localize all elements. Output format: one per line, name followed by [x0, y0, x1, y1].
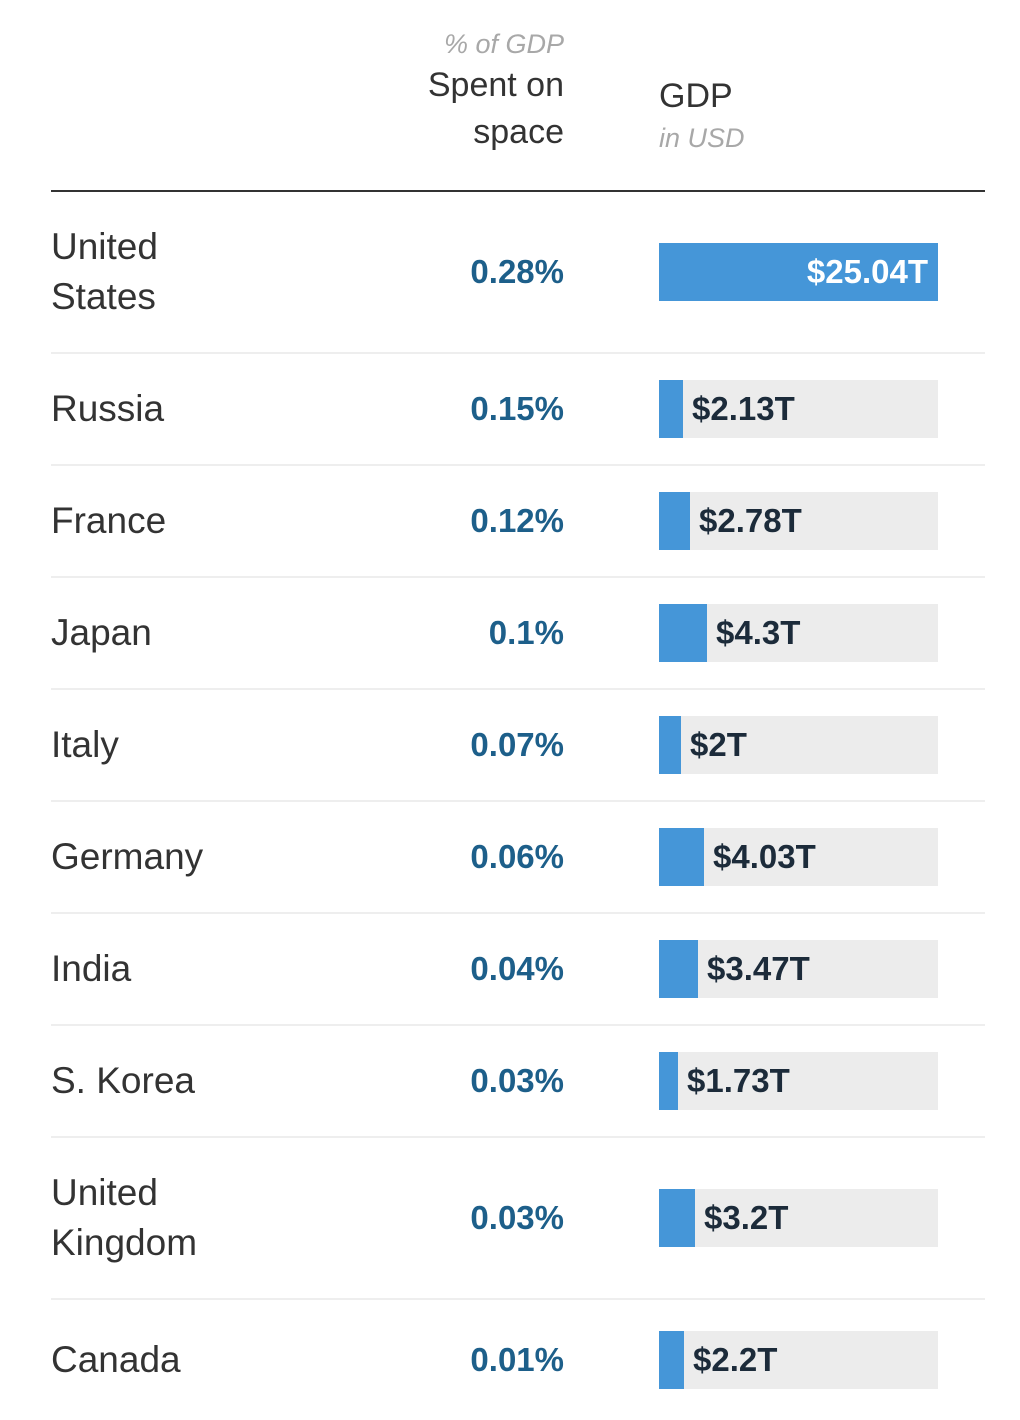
percent-value: 0.03% [470, 1062, 564, 1099]
country-name-line: United [51, 1172, 158, 1213]
country-name-line: Germany [51, 836, 204, 877]
gdp-bar [659, 492, 690, 550]
country-name-line: States [51, 276, 156, 317]
percent-value: 0.07% [470, 726, 564, 763]
gdp-value-label: $3.47T [707, 950, 810, 987]
country-name-line: India [51, 948, 132, 989]
space-spending-table: % of GDP Spent on space GDP in USD Unite… [51, 0, 985, 1420]
country-name-line: S. Korea [51, 1060, 195, 1101]
gdp-bar-track: $4.03T [659, 828, 938, 886]
table-body: United States 0.28% $25.04T Russia 0.15% $2.13… [51, 192, 985, 1420]
percent-value: 0.01% [470, 1341, 564, 1378]
gdp-value-label: $4.03T [713, 838, 816, 875]
gdp-bar-track: $3.2T [659, 1189, 938, 1247]
country-name: Russia [51, 384, 351, 434]
header-percent-title-line2: space [473, 113, 564, 151]
country-name-line: United [51, 226, 158, 267]
country-name: S. Korea [51, 1056, 351, 1106]
country-name: Italy [51, 720, 351, 770]
percent-value: 0.06% [470, 838, 564, 875]
gdp-bar-track: $25.04T [659, 243, 938, 301]
gdp-bar [659, 940, 698, 998]
gdp-value-label: $4.3T [716, 614, 801, 651]
country-name: United Kingdom [51, 1168, 351, 1268]
header-gdp-title: GDP [659, 77, 733, 115]
country-name: United States [51, 222, 351, 322]
header-percent-subtitle: % of GDP [443, 29, 564, 59]
table-header: % of GDP Spent on space GDP in USD [51, 0, 985, 192]
country-name: Japan [51, 608, 351, 658]
percent-value: 0.04% [470, 950, 564, 987]
country-name-line: France [51, 500, 167, 541]
country-name-line: Japan [51, 612, 152, 653]
gdp-bar-track: $3.47T [659, 940, 938, 998]
percent-value: 0.03% [470, 1199, 564, 1236]
header-gdp-subtitle: in USD [659, 123, 745, 153]
gdp-value-label: $2.13T [692, 390, 795, 427]
gdp-bar [659, 243, 938, 301]
table-row: Germany 0.06% $4.03T [51, 802, 985, 914]
table-row: United Kingdom 0.03% $3.2T [51, 1138, 985, 1300]
gdp-bar [659, 380, 683, 438]
gdp-bar-track: $2T [659, 716, 938, 774]
country-name-line: Kingdom [51, 1222, 198, 1263]
header-gdp-column: GDP in USD [659, 74, 745, 158]
table-row: Canada 0.01% $2.2T [51, 1300, 985, 1420]
gdp-bar-track: $1.73T [659, 1052, 938, 1110]
header-percent-column: % of GDP Spent on space [428, 26, 564, 156]
gdp-value-label: $2.2T [693, 1341, 778, 1378]
gdp-bar [659, 828, 704, 886]
country-name-line: Italy [51, 724, 119, 765]
country-name-line: Canada [51, 1339, 181, 1380]
table-row: United States 0.28% $25.04T [51, 192, 985, 354]
percent-value: 0.28% [470, 253, 564, 290]
gdp-bar [659, 1331, 684, 1389]
gdp-bar [659, 1052, 678, 1110]
gdp-bar [659, 1189, 695, 1247]
table-row: S. Korea 0.03% $1.73T [51, 1026, 985, 1138]
table-row: Italy 0.07% $2T [51, 690, 985, 802]
percent-value: 0.15% [470, 390, 564, 427]
percent-value: 0.1% [488, 614, 564, 651]
country-name: France [51, 496, 351, 546]
gdp-value-label: $3.2T [704, 1199, 789, 1236]
table-row: Japan 0.1% $4.3T [51, 578, 985, 690]
percent-value: 0.12% [470, 502, 564, 539]
gdp-bar [659, 716, 681, 774]
gdp-bar-track: $2.13T [659, 380, 938, 438]
gdp-bar-track: $4.3T [659, 604, 938, 662]
gdp-bar [659, 604, 707, 662]
gdp-value-label: $2.78T [699, 502, 802, 539]
gdp-bar-track: $2.2T [659, 1331, 938, 1389]
gdp-value-label: $25.04T [806, 253, 928, 290]
gdp-value-label: $2T [690, 726, 747, 763]
table-row: France 0.12% $2.78T [51, 466, 985, 578]
country-name: India [51, 944, 351, 994]
gdp-bar-track: $2.78T [659, 492, 938, 550]
table-row: India 0.04% $3.47T [51, 914, 985, 1026]
table-row: Russia 0.15% $2.13T [51, 354, 985, 466]
gdp-value-label: $1.73T [687, 1062, 790, 1099]
country-name-line: Russia [51, 388, 165, 429]
header-percent-title-line1: Spent on [427, 66, 564, 104]
country-name: Canada [51, 1335, 351, 1385]
country-name: Germany [51, 832, 351, 882]
